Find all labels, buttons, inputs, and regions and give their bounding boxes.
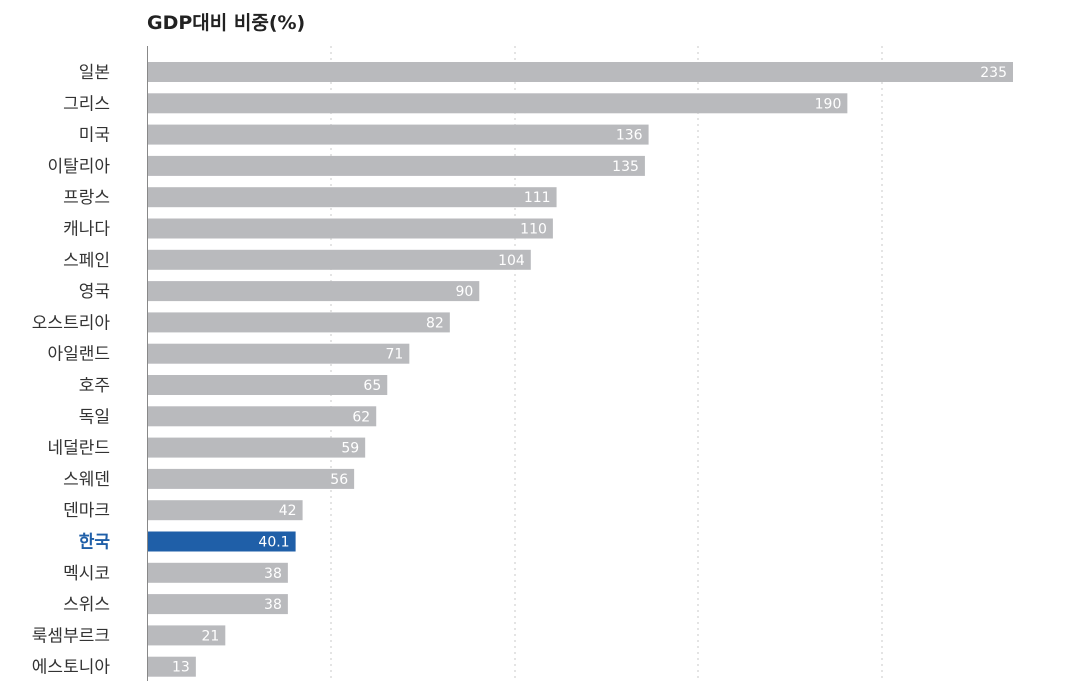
category-label: 영국 bbox=[79, 282, 110, 302]
value-label: 38 bbox=[264, 566, 282, 582]
bar bbox=[148, 93, 848, 114]
category-label: 일본 bbox=[79, 63, 110, 83]
category-label: 캐나다 bbox=[63, 220, 110, 240]
value-label: 56 bbox=[330, 472, 348, 488]
category-label: 스위스 bbox=[63, 595, 110, 615]
category-label: 에스토니아 bbox=[32, 658, 111, 678]
bar bbox=[148, 437, 366, 458]
bar bbox=[148, 62, 1013, 82]
value-label: 65 bbox=[363, 378, 381, 394]
category-label: 덴마크 bbox=[63, 501, 110, 521]
bar bbox=[148, 343, 410, 364]
value-label: 62 bbox=[352, 409, 370, 425]
bar bbox=[148, 406, 377, 427]
category-label: 그리스 bbox=[63, 94, 110, 114]
value-label: 71 bbox=[386, 347, 404, 363]
bar bbox=[148, 312, 450, 333]
category-label: 스웨덴 bbox=[63, 470, 110, 490]
category-label: 네덜란드 bbox=[47, 439, 110, 459]
value-label: 13 bbox=[172, 660, 190, 676]
bar bbox=[148, 124, 649, 145]
category-label: 호주 bbox=[79, 376, 110, 396]
bar-highlight bbox=[148, 531, 296, 552]
value-label: 21 bbox=[201, 628, 219, 644]
value-label: 82 bbox=[426, 315, 444, 331]
value-label: 110 bbox=[520, 222, 547, 238]
category-labels: 일본그리스미국이탈리아프랑스캐나다스페인영국오스트리아아일랜드호주독일네덜란드스… bbox=[32, 63, 111, 678]
value-label: 40.1 bbox=[258, 535, 289, 551]
value-label: 42 bbox=[279, 503, 297, 519]
category-label: 독일 bbox=[79, 407, 110, 427]
category-label: 한국 bbox=[79, 533, 111, 553]
value-labels: 235 190 136 135 111 110 104 90 82 71 65 62 59 56 42 40.… bbox=[172, 65, 1007, 676]
category-label: 아일랜드 bbox=[47, 345, 110, 365]
bar bbox=[148, 656, 196, 677]
bar bbox=[148, 155, 645, 176]
category-label: 멕시코 bbox=[63, 564, 110, 584]
gridlines bbox=[330, 46, 883, 681]
bar bbox=[148, 375, 388, 395]
value-label: 38 bbox=[264, 597, 282, 613]
category-label: 스페인 bbox=[63, 251, 110, 271]
category-label: 프랑스 bbox=[63, 188, 110, 208]
value-label: 59 bbox=[341, 441, 359, 457]
bar bbox=[148, 625, 226, 646]
value-label: 136 bbox=[616, 128, 643, 144]
bar bbox=[148, 500, 303, 521]
value-label: 104 bbox=[498, 253, 525, 269]
bar bbox=[148, 594, 288, 615]
value-label: 190 bbox=[815, 96, 842, 112]
value-label: 111 bbox=[524, 190, 551, 206]
category-label: 오스트리아 bbox=[32, 313, 111, 333]
bars bbox=[148, 62, 1013, 677]
chart-title: GDP대비 비중(%) bbox=[147, 12, 306, 34]
value-label: 90 bbox=[455, 284, 473, 300]
bar bbox=[148, 249, 531, 270]
bar bbox=[148, 218, 553, 239]
category-label: 이탈리아 bbox=[47, 157, 110, 177]
bar bbox=[148, 187, 557, 208]
value-label: 135 bbox=[612, 159, 639, 175]
value-label: 235 bbox=[980, 65, 1007, 81]
bar bbox=[148, 281, 480, 302]
bar bbox=[148, 468, 355, 489]
category-label: 룩셈부르크 bbox=[32, 626, 110, 646]
category-label: 미국 bbox=[79, 126, 110, 146]
bar bbox=[148, 562, 288, 583]
